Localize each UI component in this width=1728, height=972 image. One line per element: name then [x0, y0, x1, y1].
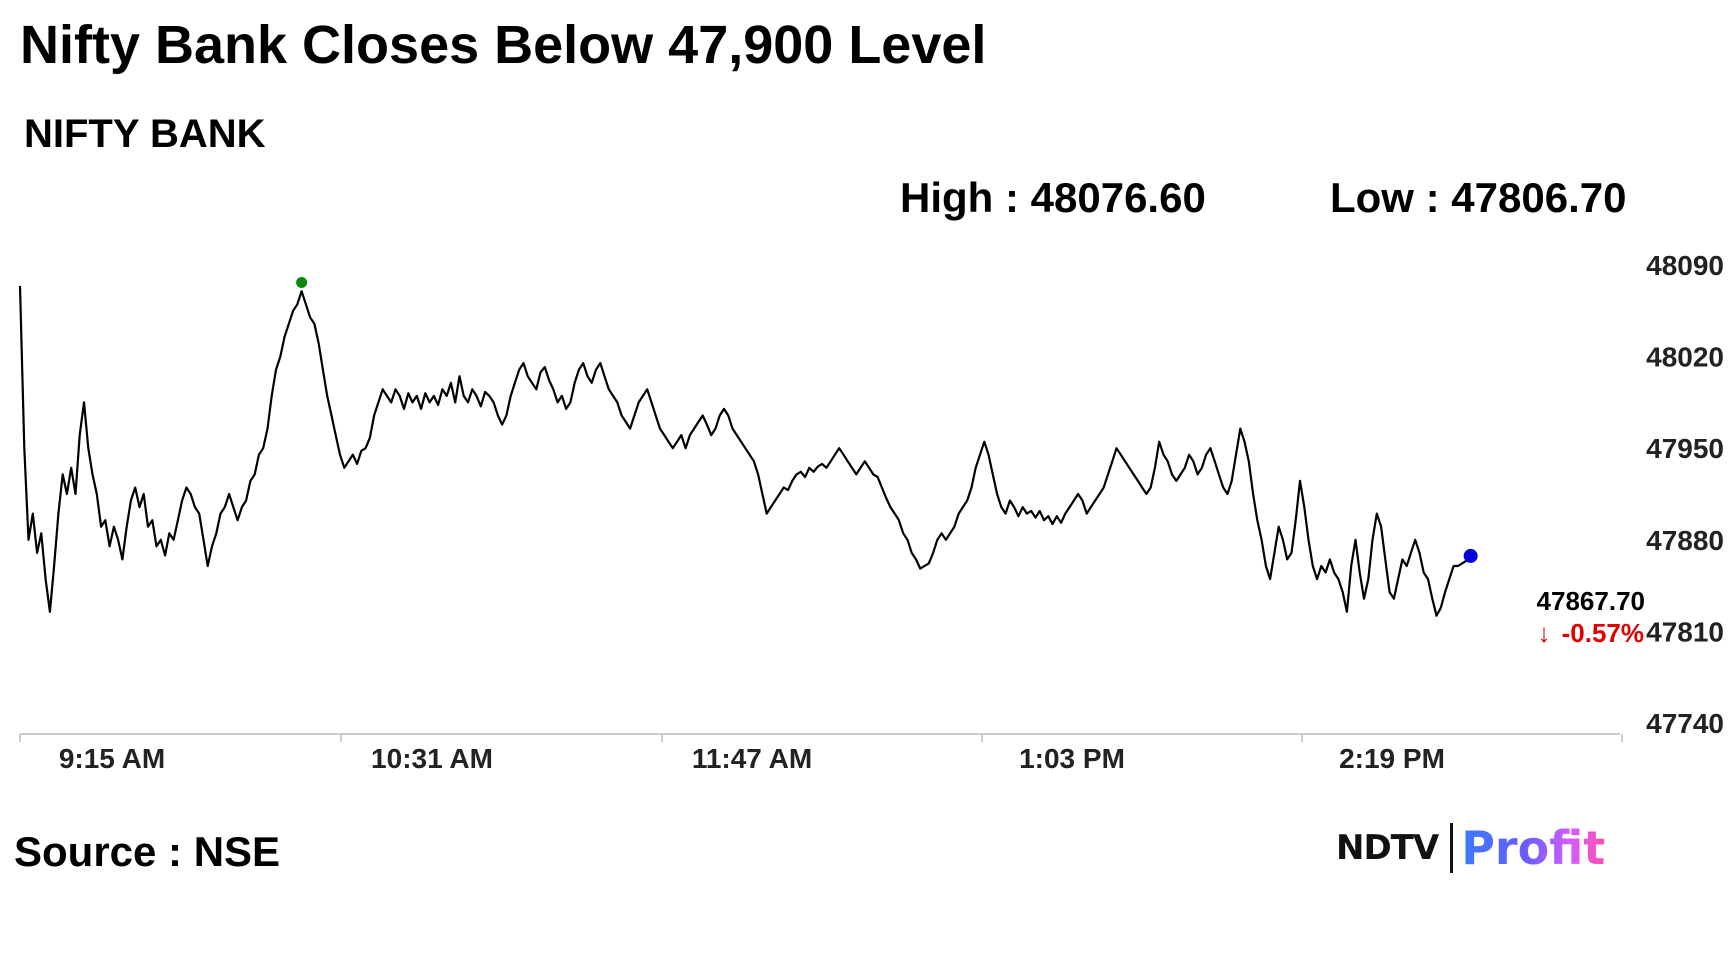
price-line-chart: 9:15 AM 10:31 AM 11:47 AM 1:03 PM 2:19 PM 48…: [18, 250, 1724, 774]
day-low-stat: Low : 47806.70: [1330, 174, 1627, 221]
index-name: NIFTY BANK: [24, 112, 266, 156]
y-tick-label: 47740: [1646, 708, 1724, 739]
down-arrow-icon: ↓: [1538, 618, 1551, 648]
chart-headline: Nifty Bank Closes Below 47,900 Level: [20, 15, 987, 75]
last-price-label: 47867.70: [1537, 586, 1645, 616]
x-axis: 9:15 AM 10:31 AM 11:47 AM 1:03 PM 2:19 PM: [19, 733, 1623, 774]
x-tick-label: 1:03 PM: [1019, 743, 1125, 774]
y-axis: 48090 48020 47950 47880 47810 47740: [1646, 250, 1724, 739]
day-high-marker: [296, 277, 308, 289]
price-series-line: [18, 285, 1472, 617]
x-tick-label: 11:47 AM: [692, 743, 812, 774]
profit-wordmark: Profit: [1461, 821, 1606, 875]
last-price-marker: [1463, 548, 1478, 563]
y-tick-label: 48090: [1646, 250, 1724, 281]
x-tick-label: 10:31 AM: [371, 743, 493, 774]
y-tick-label: 47950: [1646, 433, 1724, 464]
series-markers: 47867.70↓ -0.57%: [296, 277, 1645, 648]
x-tick-label: 9:15 AM: [59, 743, 165, 774]
y-tick-label: 47880: [1646, 525, 1724, 556]
x-tick-label: 2:19 PM: [1339, 743, 1445, 774]
y-tick-label: 48020: [1646, 342, 1724, 373]
day-high-stat: High : 48076.60: [900, 174, 1206, 221]
ndtv-wordmark: NDTV: [1336, 828, 1439, 868]
change-percent-label: -0.57%: [1562, 618, 1644, 648]
logo-divider: [1450, 823, 1454, 873]
source-note: Source : NSE: [14, 828, 281, 875]
brand-logo: NDTV Profit: [1336, 820, 1605, 876]
y-tick-label: 47810: [1646, 616, 1724, 647]
